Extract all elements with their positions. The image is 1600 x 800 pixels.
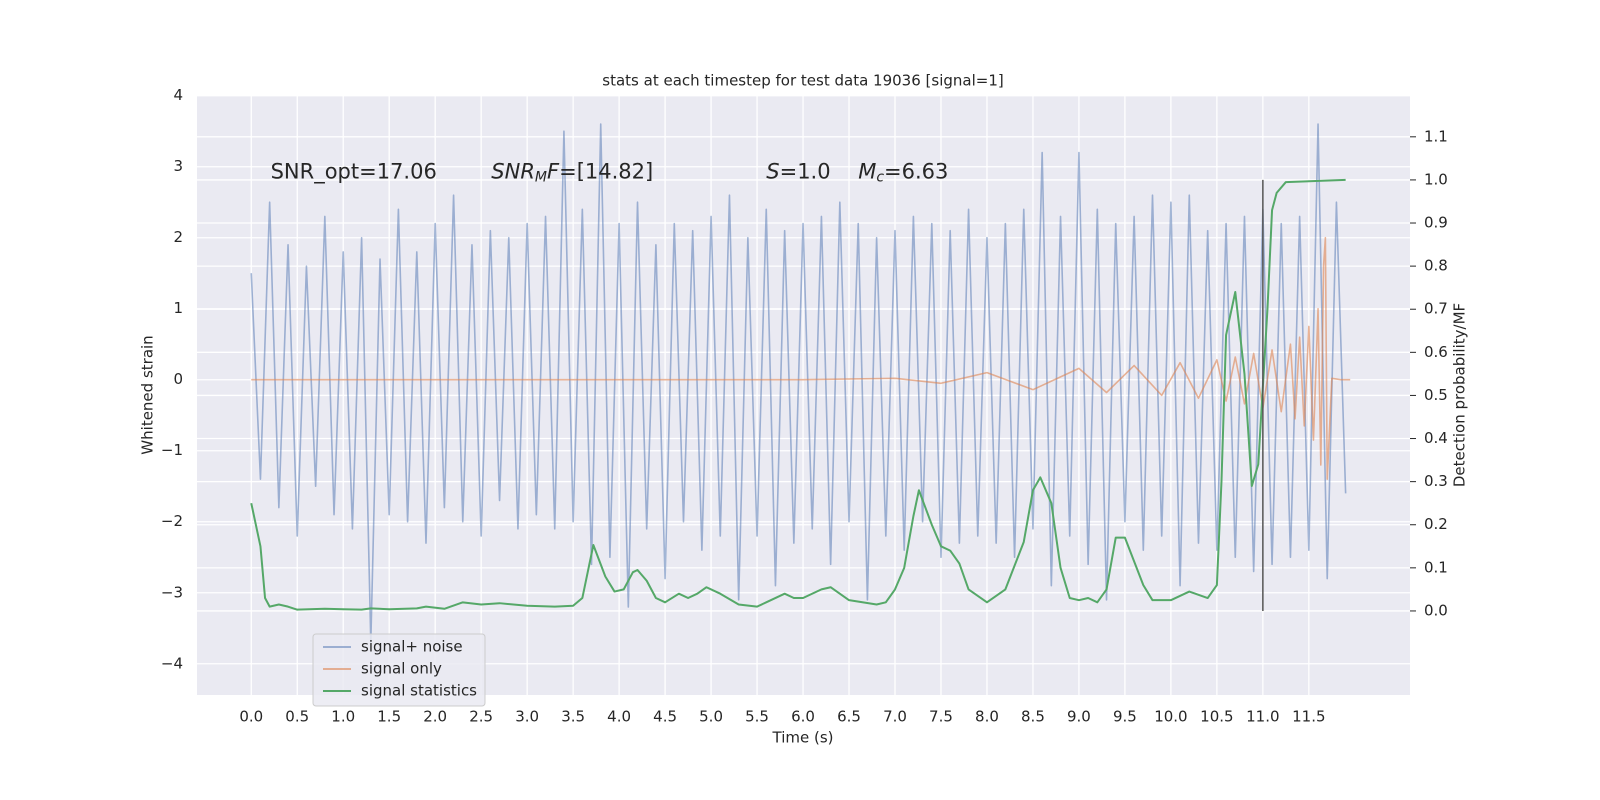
x-tick-label: 3.0 — [515, 708, 539, 726]
x-tick-label: 2.5 — [469, 708, 493, 726]
y2-tick-label: 0.5 — [1424, 386, 1448, 404]
x-tick-label: 6.5 — [837, 708, 861, 726]
annotation-part: M — [535, 169, 547, 185]
y2-tick-label: 0.0 — [1424, 601, 1448, 619]
annotation-part: F — [547, 159, 560, 183]
annotation: S=1.0 — [766, 159, 830, 183]
annotation-part: SNR_opt=17.06 — [271, 159, 437, 184]
y-tick-label: 4 — [173, 86, 183, 104]
annotation: Mc=6.63 — [858, 159, 948, 185]
x-tick-label: 5.5 — [745, 708, 769, 726]
annotation: SNRMF=[14.82] — [491, 159, 653, 185]
annotation-part: SNR — [491, 159, 535, 183]
y-tick-label: −2 — [161, 512, 183, 530]
grid — [197, 95, 1410, 695]
y2-tick-label: 0.2 — [1424, 515, 1448, 533]
x-tick-label: 11.0 — [1246, 708, 1279, 726]
y-axis-label: Whitened strain — [139, 335, 157, 454]
y-tick-label: −1 — [161, 441, 183, 459]
chart-title: stats at each timestep for test data 190… — [602, 72, 1003, 90]
y-tick-label: 0 — [173, 370, 183, 388]
legend-box — [312, 633, 486, 707]
x-tick-label: 10.5 — [1200, 708, 1233, 726]
x-tick-label: 10.0 — [1154, 708, 1187, 726]
legend-label: signal only — [361, 660, 442, 678]
annotation-part: M — [858, 159, 876, 183]
y2-tick-label: 0.8 — [1424, 257, 1448, 275]
x-tick-label: 0.5 — [285, 708, 309, 726]
x-tick-label: 4.0 — [607, 708, 631, 726]
legend-label: signal statistics — [361, 682, 477, 700]
annotation-part: =[14.82] — [559, 159, 653, 183]
annotation-part: =1.0 — [780, 159, 831, 183]
x-tick-label: 1.5 — [377, 708, 401, 726]
y2-tick-label: 0.6 — [1424, 343, 1448, 361]
x-tick-label: 8.5 — [1021, 708, 1045, 726]
x-tick-label: 9.5 — [1113, 708, 1137, 726]
y-tick-label: 3 — [173, 157, 183, 175]
annotation-part: c — [876, 169, 884, 185]
x-tick-label: 0.0 — [239, 708, 263, 726]
x-tick-label: 3.5 — [561, 708, 585, 726]
x-tick-label: 7.0 — [883, 708, 907, 726]
x-tick-label: 2.0 — [423, 708, 447, 726]
series-line — [250, 178, 1346, 611]
y-tick-label: 1 — [173, 299, 183, 317]
x-axis-label: Time (s) — [772, 729, 834, 747]
y2-tick-label: 0.3 — [1424, 472, 1448, 490]
legend-label: signal+ noise — [361, 638, 463, 656]
y2-tick-label: 0.9 — [1424, 214, 1448, 232]
x-tick-label: 4.5 — [653, 708, 677, 726]
y2-axis-label: Detection probability/MF — [1451, 303, 1469, 487]
y2-tick-label: 0.7 — [1424, 300, 1448, 318]
y2-tick-label: 0.1 — [1424, 558, 1448, 576]
series-line — [250, 123, 1347, 644]
x-tick-label: 8.0 — [975, 708, 999, 726]
y2-tick-label: 1.0 — [1424, 170, 1448, 188]
x-tick-label: 6.0 — [791, 708, 815, 726]
annotation-part: =6.63 — [884, 159, 948, 183]
annotation-part: S — [766, 159, 779, 183]
y-tick-label: −4 — [161, 654, 183, 672]
y2-tick-label: 0.4 — [1424, 429, 1448, 447]
annotation: SNR_opt=17.06 — [271, 159, 437, 184]
x-tick-label: 11.5 — [1292, 708, 1325, 726]
y-tick-label: 2 — [173, 228, 183, 246]
x-tick-label: 5.0 — [699, 708, 723, 726]
x-tick-label: 9.0 — [1067, 708, 1091, 726]
series-line — [251, 236, 1351, 480]
x-tick-label: 7.5 — [929, 708, 953, 726]
y-tick-label: −3 — [161, 583, 183, 601]
y2-tick-label: 1.1 — [1424, 127, 1448, 145]
x-tick-label: 1.0 — [331, 708, 355, 726]
